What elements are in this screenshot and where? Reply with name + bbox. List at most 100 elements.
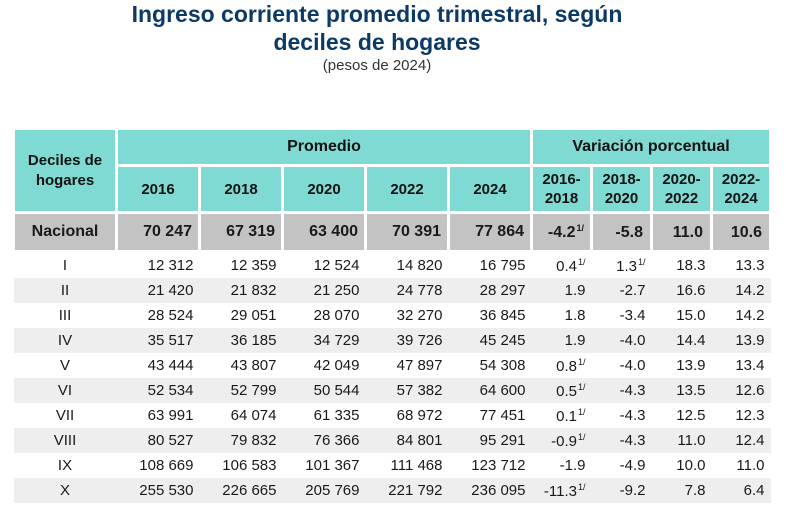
variation-cell: -4.3: [591, 378, 652, 403]
value-cell: 70 391: [364, 211, 450, 253]
variation-value: -4.2: [547, 223, 576, 241]
header-period: 2022- 2024: [709, 164, 773, 214]
title-block: Ingreso corriente promedio trimestral, s…: [0, 0, 754, 74]
table-row: IX 108 669 106 583 101 367 111 468 123 712 -1.…: [14, 453, 771, 478]
variation-cell: -3.4: [592, 303, 652, 328]
header-year: 2018: [198, 164, 284, 214]
value-cell: 47 897: [396, 357, 443, 374]
variation-value: 12.6: [735, 382, 765, 399]
variation-cell: 0.41/: [532, 252, 592, 279]
table-row: VI 52 534 52 799 50 544 57 382 64 600 0.51/-4.…: [13, 378, 771, 403]
nacional-row: Nacional 70 247 67 319 63 400 70 391 77 …: [12, 211, 773, 253]
variation-value: 14.4: [676, 332, 706, 349]
value-cell: 12 312: [147, 257, 194, 274]
row-label: V: [59, 357, 70, 374]
variation-cell: -2.7: [591, 278, 652, 303]
value-cell: 28 524: [147, 307, 194, 324]
variation-cell: 13.5: [651, 378, 712, 403]
variation-value: 0.8: [556, 357, 577, 375]
variation-value: 13.5: [676, 382, 706, 399]
value-cell: 52 534: [116, 378, 200, 403]
value-cell: 28 070: [313, 307, 360, 324]
footnote-marker: 1/: [637, 256, 646, 267]
title-line-2: deciles de hogares: [273, 29, 481, 55]
value-cell: 255 530: [116, 478, 200, 503]
value-cell: 45 245: [448, 328, 532, 353]
variation-cell: 10.6: [709, 211, 773, 253]
variation-value: 0.1: [556, 407, 577, 425]
variation-value: 12.4: [735, 432, 765, 449]
value-cell: 14 820: [396, 257, 443, 274]
value-cell: 64 074: [230, 407, 277, 424]
row-label: I: [62, 257, 68, 274]
value-cell: 77 451: [479, 407, 526, 424]
row-label: IX: [57, 457, 73, 474]
value-cell: 101 367: [305, 457, 360, 474]
variation-value: 11.0: [736, 457, 765, 474]
value-cell: 50 544: [282, 378, 366, 403]
decile-rows: I 12 312 12 359 12 524 14 820 16 795 0.41/1.31…: [13, 252, 771, 503]
variation-cell: 11.0: [712, 453, 771, 478]
value-cell: 36 845: [479, 307, 526, 324]
period-end: 2022: [664, 190, 699, 207]
variation-value: 13.9: [735, 332, 765, 349]
variation-cell: -4.0: [592, 353, 652, 378]
value-cell: 70 247: [115, 211, 201, 253]
variation-cell: 13.4: [712, 353, 771, 378]
value-cell: 21 832: [199, 278, 283, 303]
income-table: Deciles de hogares Promedio Variación po…: [12, 127, 773, 503]
value-cell: 108 669: [139, 457, 194, 474]
row-label: IV: [13, 328, 117, 353]
variation-cell: -0.91/: [531, 428, 592, 453]
value-cell: 32 270: [396, 307, 443, 324]
footnote-marker: 1/: [577, 381, 586, 392]
variation-cell: 10.0: [652, 453, 712, 478]
variation-value: 12.3: [735, 407, 765, 424]
value-cell: 57 382: [365, 378, 449, 403]
header-period: 2018- 2020: [590, 164, 653, 214]
variation-value: -11.3: [543, 482, 577, 500]
value-cell: 28 297: [448, 278, 532, 303]
variation-value: 1.8: [564, 307, 586, 324]
variation-cell: -4.21/: [530, 211, 593, 253]
header-year: 2024: [447, 164, 533, 214]
value-cell: 226 665: [199, 478, 283, 503]
variation-value: 18.3: [676, 257, 706, 274]
row-label: VIII: [13, 428, 117, 453]
header-period: 2016- 2018: [530, 164, 593, 214]
variation-value: 10.6: [730, 223, 763, 241]
table-row: X 255 530 226 665 205 769 221 792 236 095 -11.…: [13, 478, 771, 503]
page-title: Ingreso corriente promedio trimestral, s…: [0, 0, 754, 56]
value-cell: 24 778: [365, 278, 449, 303]
table-row: III 28 524 29 051 28 070 32 270 36 845 1.8 -3.4…: [14, 303, 771, 328]
variation-value: -0.9: [551, 432, 577, 450]
page-subtitle: (pesos de 2024): [322, 57, 432, 74]
variation-value: 16.6: [676, 282, 706, 299]
row-label: VII: [55, 407, 75, 424]
value-cell: 43 807: [230, 357, 277, 374]
header-year: 2020: [281, 164, 367, 214]
footnote-marker: 1/: [577, 356, 586, 367]
row-label: Nacional: [12, 211, 118, 253]
variation-value: 0.4: [556, 257, 577, 275]
variation-cell: 12.3: [712, 403, 771, 428]
value-cell: 80 527: [116, 428, 200, 453]
row-label: II: [13, 278, 117, 303]
header-variacion: Variación porcentual: [529, 127, 773, 167]
variation-cell: -4.9: [592, 453, 652, 478]
period-end: 2024: [724, 190, 758, 207]
variation-cell: 0.51/: [531, 378, 592, 403]
value-cell: 16 795: [479, 257, 526, 274]
header-promedio: Promedio: [115, 127, 533, 167]
value-cell: 29 051: [230, 307, 277, 324]
variation-cell: 16.6: [651, 278, 712, 303]
table-row: VII 63 991 64 074 61 335 68 972 77 451 0.11/ -4…: [14, 403, 771, 428]
variation-cell: -5.8: [590, 211, 653, 253]
variation-cell: 0.11/: [532, 403, 592, 428]
footnote-marker: 1/: [577, 406, 586, 417]
variation-cell: 1.8: [532, 303, 592, 328]
variation-cell: 12.6: [711, 378, 771, 403]
footnote-marker: 1/: [577, 431, 586, 442]
header-years-row: 2016 2018 2020 2022 2024 2016- 2018 2018-…: [14, 164, 773, 214]
variation-cell: 13.3: [712, 252, 771, 279]
